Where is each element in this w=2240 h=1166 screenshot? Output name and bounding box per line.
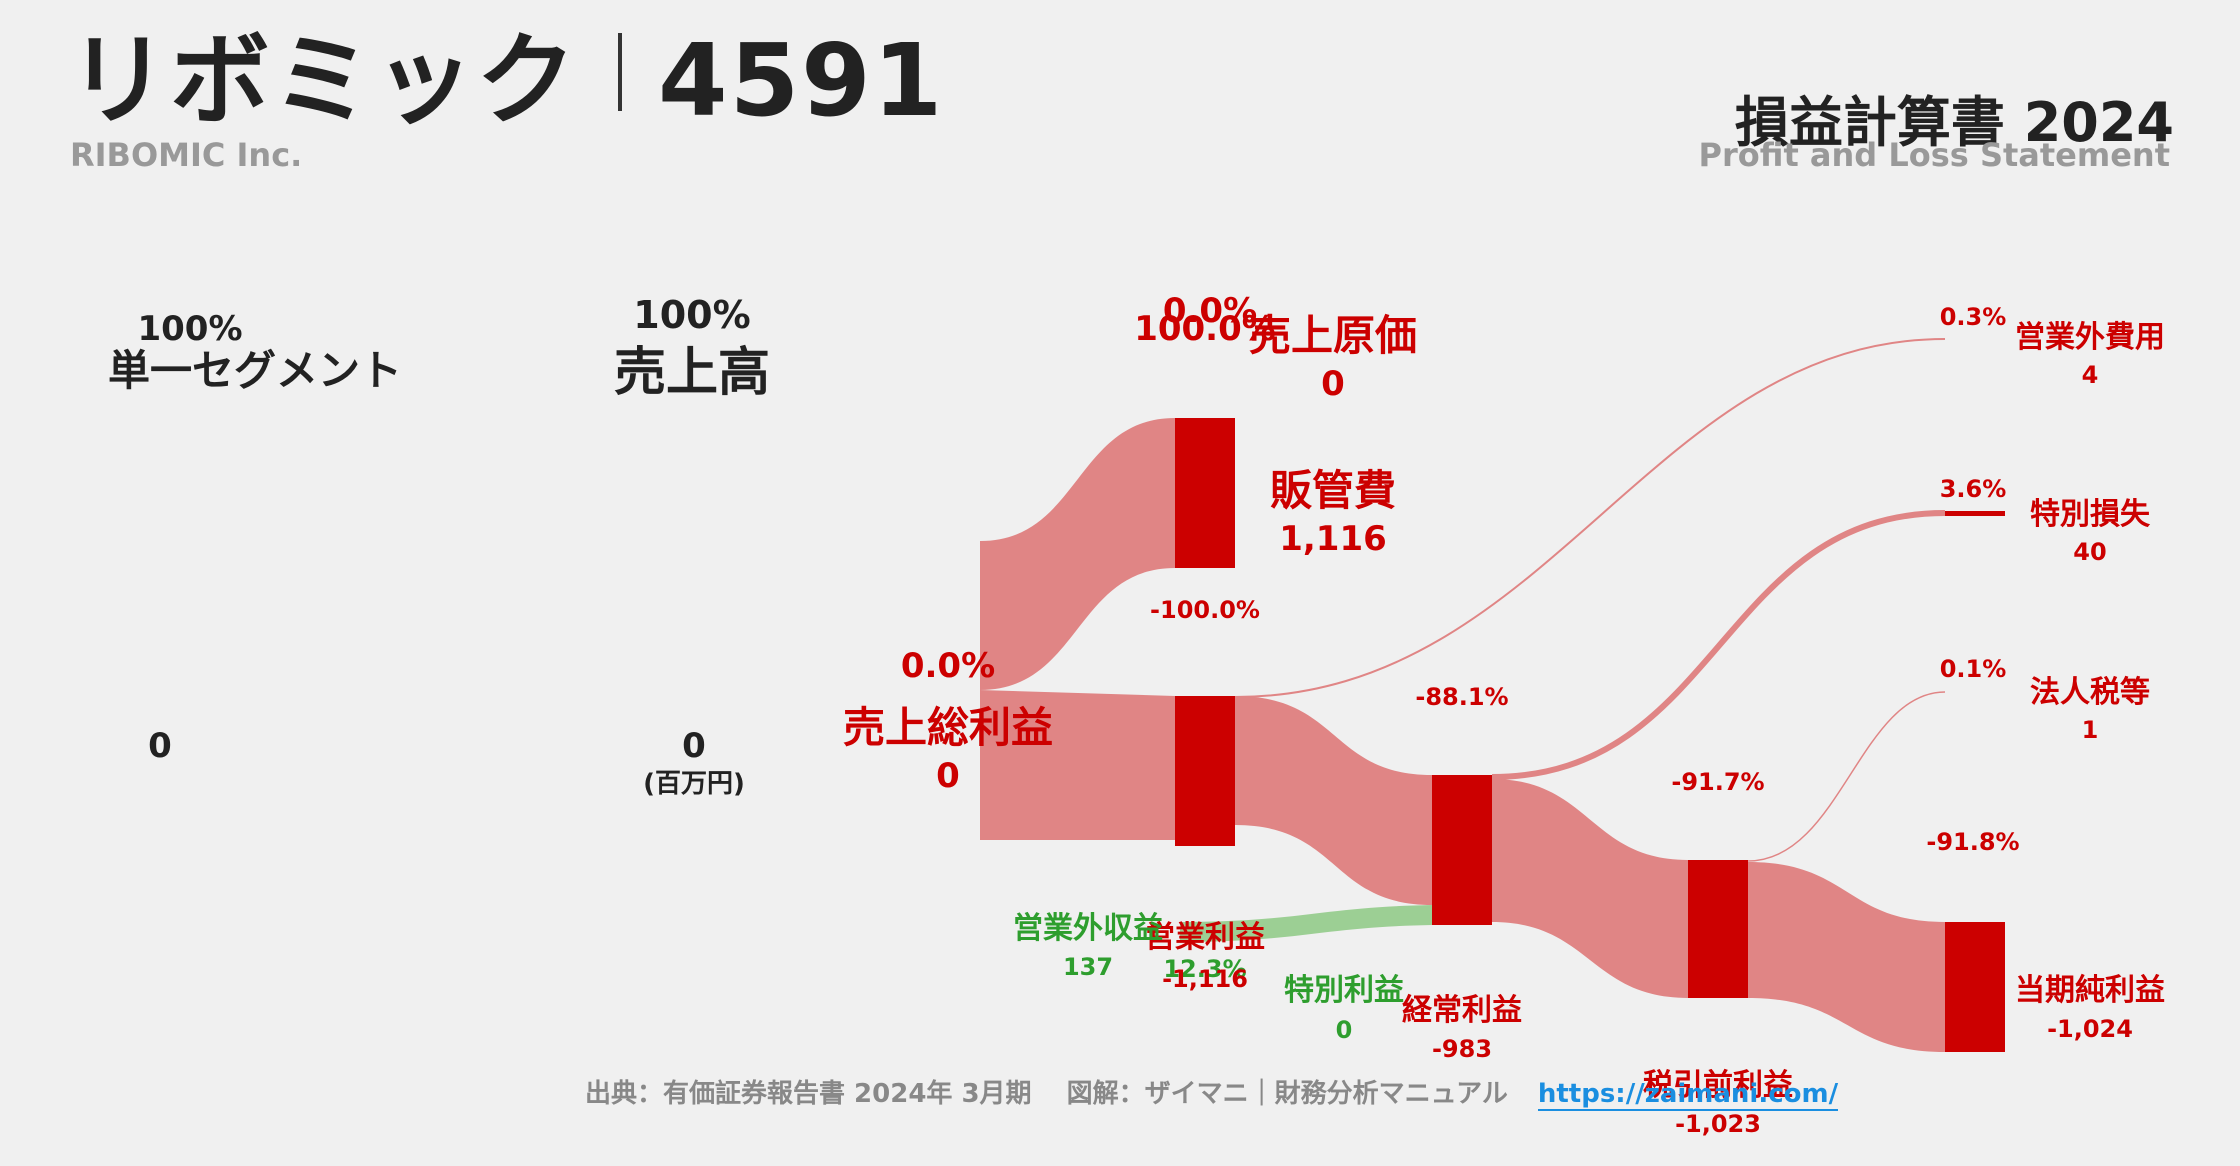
flow-gross-to-operating [980, 690, 1175, 840]
extra-loss-pct: 3.6% [1940, 475, 2007, 503]
extra-loss-label: 特別損失 [2030, 497, 2151, 532]
ordinary-pct: -88.1% [1415, 683, 1508, 711]
sga-pct: -100.0% [1150, 596, 1260, 624]
net-label: 当期純利益 [2015, 973, 2165, 1008]
nodes [1175, 418, 2005, 1052]
footer-link[interactable]: https://zaimani.com/ [1537, 1079, 1839, 1111]
statement-title: 損益計算書 2024 [1734, 91, 2174, 154]
extra-loss-value: 40 [2073, 538, 2106, 566]
sales-label: 売上高 [614, 343, 770, 403]
node-ordinary [1432, 775, 1492, 925]
extra-gain-value: 0 [1336, 1016, 1353, 1044]
flow-pretax-to-net [1748, 862, 1945, 1052]
cogs-value: 0 [1321, 364, 1345, 404]
company-title: リボミック 4591 [68, 28, 944, 133]
stock-code: 4591 [658, 22, 945, 139]
non-op-expense-value: 4 [2082, 361, 2099, 389]
non-op-expense-pct: 0.3% [1940, 303, 2007, 331]
cogs-pct-share: 100.0% [1134, 309, 1276, 349]
net-value: -1,024 [2047, 1015, 2133, 1043]
non-op-expense-label: 営業外費用 [2015, 320, 2165, 355]
title-separator [618, 33, 622, 111]
ordinary-label: 経常利益 [1402, 993, 1522, 1028]
extra-gain-label: 特別利益 [1284, 973, 1404, 1008]
flow-gross-to-sga [980, 418, 1175, 690]
flow-operating-to-ordinary [1235, 696, 1432, 905]
operating-value: -1,116 [1162, 965, 1248, 993]
ordinary-value: -983 [1432, 1035, 1492, 1063]
operating-pct: 12.3% [1163, 955, 1246, 983]
flow-non-op-income-to-ordinary [1180, 905, 1432, 942]
company-name-en: RIBOMIC Inc. [70, 136, 303, 174]
pretax-pct: -91.7% [1671, 768, 1764, 796]
pretax-value: -1,023 [1675, 1110, 1761, 1138]
gross-pct: 0.0% [901, 646, 995, 686]
company-name: リボミック [68, 22, 578, 139]
non-op-income-value: 137 [1063, 953, 1113, 981]
tax-value: 1 [2082, 716, 2099, 744]
flow-ordinary-to-pretax [1492, 779, 1688, 998]
node-net [1945, 922, 2005, 1052]
node-sga [1175, 418, 1235, 568]
node-pretax [1688, 860, 1748, 998]
operating-label: 営業利益 [1145, 920, 1265, 955]
unit-label: (百万円) [643, 769, 745, 799]
gross-label: 売上総利益 [843, 703, 1053, 752]
cogs-label: 売上原価 [1249, 311, 1417, 360]
pretax-label: 税引前利益 [1643, 1068, 1793, 1103]
node-operating [1175, 696, 1235, 846]
flows [980, 338, 1946, 1052]
footer-source: 出典：有価証券報告書 2024年 3月期 図解：ザイマニ｜財務分析マニュアル [585, 1079, 1508, 1109]
cogs-pct: 0.0% [1163, 291, 1257, 331]
statement-title-en: Profit and Loss Statement [1698, 136, 2170, 174]
node-extra-loss [1945, 511, 2005, 516]
segment-pct: 100% [137, 309, 242, 349]
sga-value: 1,116 [1279, 519, 1387, 559]
flow-operating-to-non-op-expense [1234, 338, 1946, 698]
sales-pct: 100% [633, 293, 750, 337]
non-op-income-label: 営業外収益 [1013, 911, 1163, 946]
segment-value: 0 [148, 726, 172, 766]
tax-pct: 0.1% [1940, 655, 2007, 683]
flow-ordinary-to-extra-loss [1491, 510, 1946, 780]
segment-label: 単一セグメント [108, 346, 402, 395]
flow-pretax-to-tax [1747, 691, 1946, 862]
sales-value: 0 [682, 726, 706, 766]
net-pct: -91.8% [1926, 828, 2019, 856]
tax-label: 法人税等 [2030, 675, 2150, 710]
labels: 100% 単一セグメント 0 100% 売上高 0 (百万円) 0.0% 100… [108, 291, 2165, 1138]
footer: 出典：有価証券報告書 2024年 3月期 図解：ザイマニ｜財務分析マニュアル ht… [585, 1073, 1839, 1111]
sga-label: 販管費 [1270, 466, 1396, 515]
gross-value: 0 [936, 756, 960, 796]
